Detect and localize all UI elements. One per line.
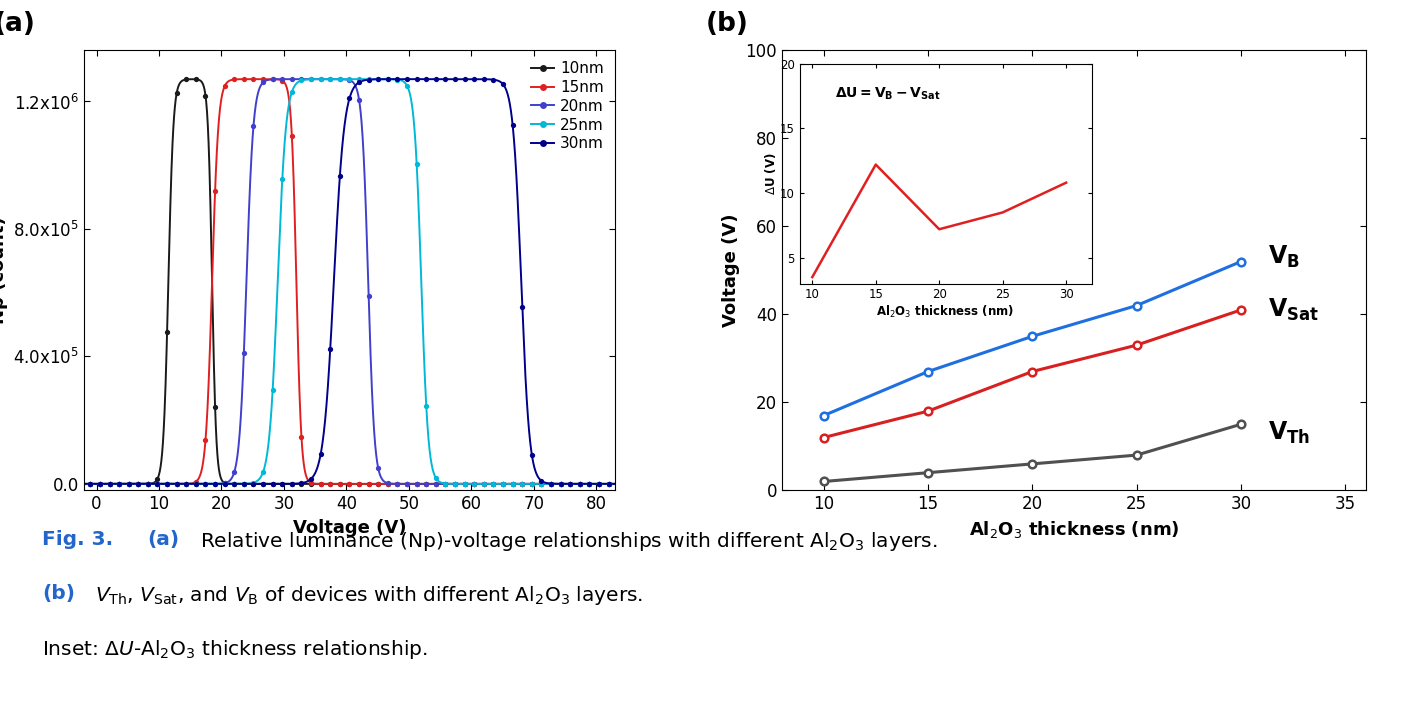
Text: Relative luminance (Np)-voltage relationships with different Al$_2$O$_3$ layers.: Relative luminance (Np)-voltage relation… [200,530,939,553]
Text: $\mathbf{V_B}$: $\mathbf{V_B}$ [1268,244,1300,270]
Text: $\mathbf{V_{Th}}$: $\mathbf{V_{Th}}$ [1268,420,1310,446]
Text: (b): (b) [42,584,76,603]
Text: (a): (a) [0,12,35,37]
Text: (b): (b) [706,12,750,37]
Y-axis label: Voltage (V): Voltage (V) [722,213,740,327]
Y-axis label: Np (count): Np (count) [0,216,7,324]
X-axis label: Voltage (V): Voltage (V) [293,518,406,536]
Text: $V_\mathrm{Th}$, $V_\mathrm{Sat}$, and $V_\mathrm{B}$ of devices with different : $V_\mathrm{Th}$, $V_\mathrm{Sat}$, and $… [95,584,643,607]
X-axis label: Al$_2$O$_3$ thickness (nm): Al$_2$O$_3$ thickness (nm) [968,518,1180,540]
Legend: 10nm, 15nm, 20nm, 25nm, 30nm: 10nm, 15nm, 20nm, 25nm, 30nm [528,58,607,154]
Text: (a): (a) [147,530,179,549]
Text: $\mathbf{V_{Sat}}$: $\mathbf{V_{Sat}}$ [1268,297,1320,323]
Text: Inset: $\Delta U$-Al$_2$O$_3$ thickness relationship.: Inset: $\Delta U$-Al$_2$O$_3$ thickness … [42,638,427,661]
Text: Fig. 3.: Fig. 3. [42,530,113,549]
